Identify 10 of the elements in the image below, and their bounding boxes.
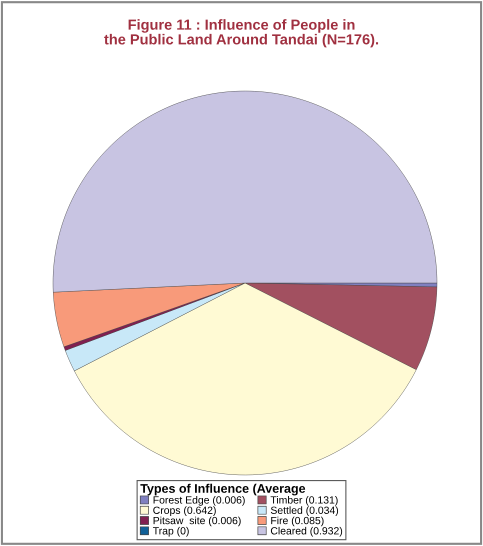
- legend-label: Forest Edge (0.006): [154, 496, 245, 506]
- chart-title: Figure 11 : Influence of People in the Public Land Around Tandai (N=176).: [104, 19, 378, 48]
- legend-label: Pitsaw site (0.006): [154, 516, 241, 526]
- legend-label: Timber (0.131): [270, 496, 338, 506]
- legend-title: Types of Influence (Average: [140, 484, 306, 496]
- legend-label: Cleared (0.932): [270, 526, 342, 537]
- legend-label: Settled (0.034): [270, 506, 338, 516]
- legend-label: Fire (0.085): [271, 516, 324, 526]
- legend-label: Trap (0): [152, 526, 189, 537]
- legend-label: Crops (0.642): [153, 506, 216, 516]
